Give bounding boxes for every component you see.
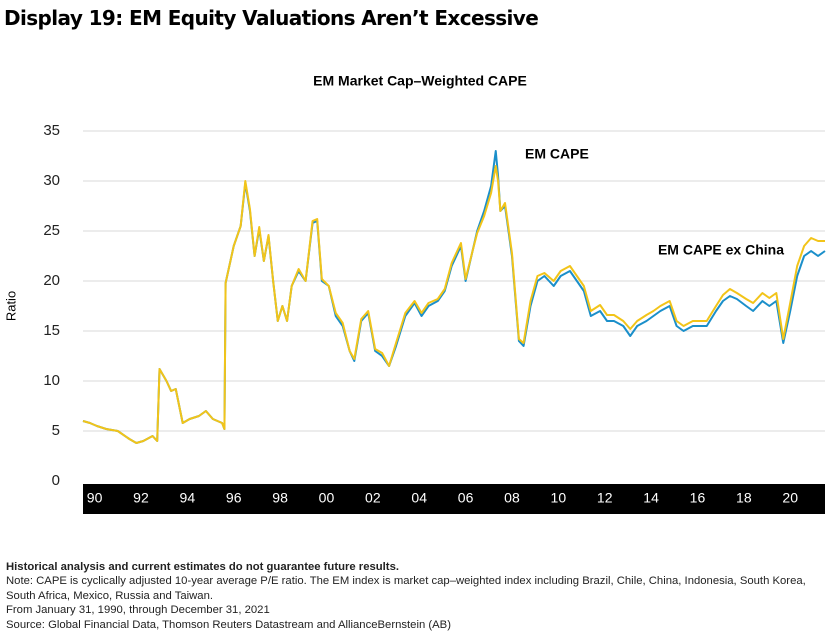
x-tick-label: 14 <box>643 490 659 506</box>
y-tick-label: 35 <box>43 122 60 139</box>
x-axis-band <box>83 484 825 514</box>
y-tick-label: 15 <box>43 322 60 339</box>
x-tick-label: 90 <box>87 490 103 506</box>
x-tick-label: 10 <box>551 490 567 506</box>
x-tick-label: 96 <box>226 490 242 506</box>
footnote: Note: CAPE is cyclically adjusted 10-yea… <box>6 575 806 602</box>
y-tick-label: 0 <box>52 472 60 489</box>
series-label: EM CAPE ex China <box>658 242 784 258</box>
x-tick-label: 06 <box>458 490 474 506</box>
chart-title: EM Market Cap–Weighted CAPE <box>313 73 527 89</box>
footnote: Historical analysis and current estimate… <box>6 561 399 573</box>
footnote: From January 31, 1990, through December … <box>6 604 270 617</box>
y-tick-label: 30 <box>43 172 60 189</box>
series-label: EM CAPE <box>525 146 589 162</box>
x-tick-label: 12 <box>597 490 613 506</box>
x-tick-label: 18 <box>736 490 752 506</box>
y-tick-label: 10 <box>43 372 60 389</box>
x-tick-label: 08 <box>504 490 520 506</box>
y-tick-label: 20 <box>43 272 60 289</box>
page-title: Display 19: EM Equity Valuations Aren’t … <box>4 6 539 30</box>
x-tick-label: 94 <box>180 490 196 506</box>
x-tick-label: 02 <box>365 490 381 506</box>
footnote: Source: Global Financial Data, Thomson R… <box>6 618 451 631</box>
x-tick-label: 20 <box>782 490 798 506</box>
y-tick-label: 5 <box>52 422 60 439</box>
x-tick-label: 92 <box>133 490 149 506</box>
footnotes: Historical analysis and current estimate… <box>6 560 828 632</box>
y-axis-label: Ratio <box>3 291 18 321</box>
x-tick-label: 16 <box>690 490 706 506</box>
line-series <box>82 165 825 444</box>
x-tick-label: 04 <box>411 490 427 506</box>
x-tick-label: 00 <box>319 490 335 506</box>
line-series <box>82 150 826 444</box>
chart: EM Market Cap–Weighted CAPE Ratio 0 5 10 15… <box>3 73 826 514</box>
x-tick-label: 98 <box>272 490 288 506</box>
y-tick-label: 25 <box>43 222 60 239</box>
